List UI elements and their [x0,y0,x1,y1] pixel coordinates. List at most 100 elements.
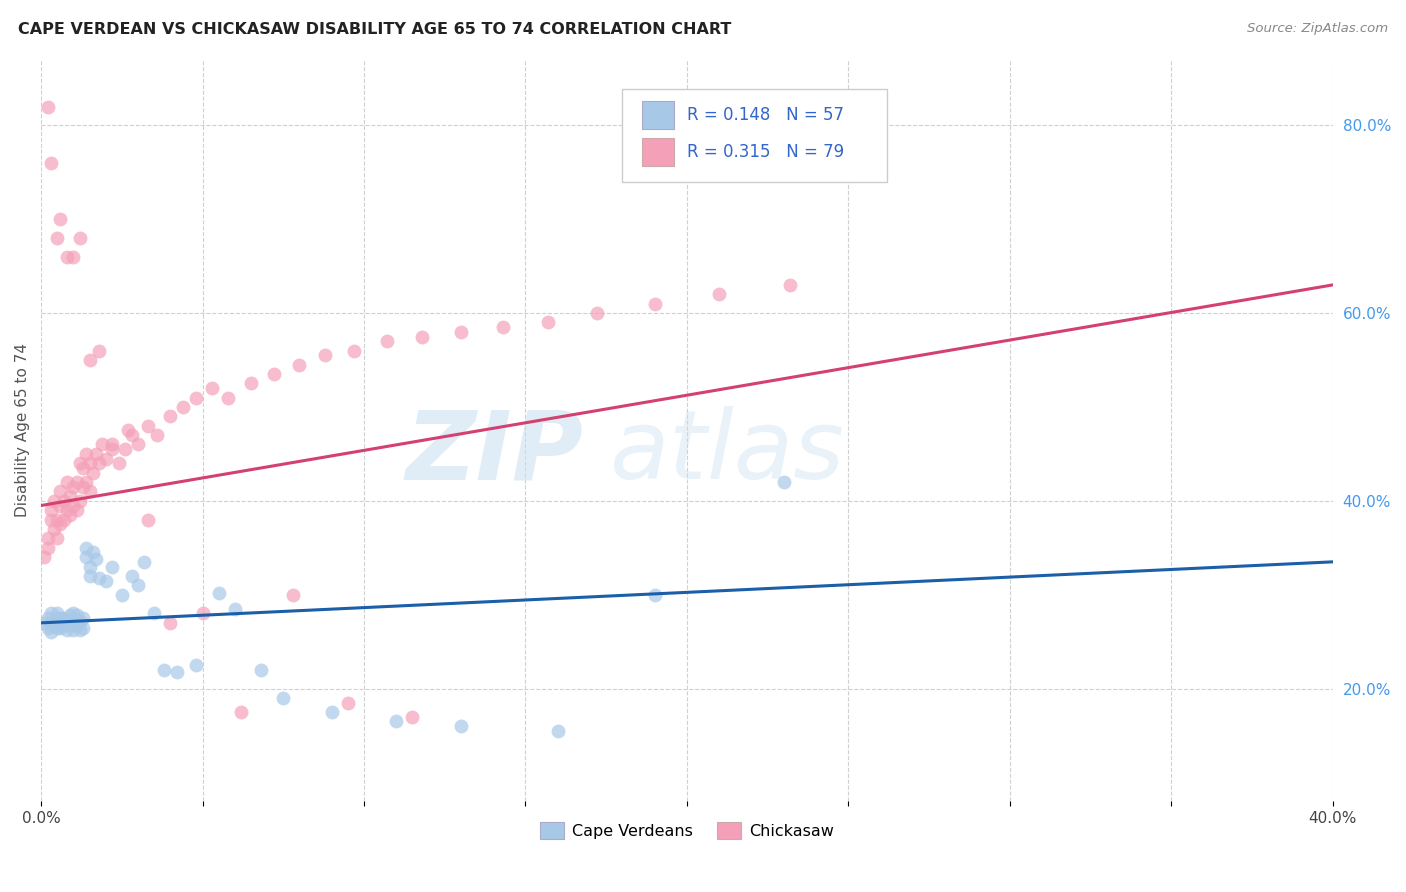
Point [82,466,104,480]
Point [94,451,117,466]
Point [89,571,111,585]
Point [59,617,82,632]
Point [37,541,59,555]
Text: atlas: atlas [609,406,845,500]
Text: R = 0.315   N = 79: R = 0.315 N = 79 [688,144,844,161]
Point [779,277,801,292]
Point [79,353,101,368]
Point [492,320,515,334]
Point [117,424,139,438]
Point [46,513,69,527]
Point [49,611,72,625]
Point [49,499,72,513]
Point [46,231,69,245]
Point [271,690,294,705]
Point [39,503,62,517]
Point [217,391,239,405]
Point [42,522,65,536]
Point [69,493,91,508]
Point [75,447,97,461]
Point [231,705,253,719]
Point [121,428,143,442]
Point [321,705,343,719]
Point [37,99,59,113]
Point [62,615,84,630]
Point [62,624,84,638]
Point [101,437,124,451]
Point [208,586,231,600]
Point [401,710,423,724]
Point [69,614,91,628]
Point [72,621,94,635]
Point [75,541,97,555]
Point [52,611,75,625]
Point [46,611,69,625]
Point [153,663,176,677]
Point [450,325,472,339]
Point [79,484,101,499]
Text: CAPE VERDEAN VS CHICKASAW DISABILITY AGE 65 TO 74 CORRELATION CHART: CAPE VERDEAN VS CHICKASAW DISABILITY AGE… [18,22,731,37]
Point [84,447,107,461]
Point [49,212,72,227]
Point [127,437,149,451]
Point [537,315,560,329]
Point [56,475,79,489]
Point [69,456,91,470]
Point [66,503,89,517]
Point [42,614,65,628]
Point [62,480,84,494]
Point [79,456,101,470]
Point [37,611,59,625]
Point [94,574,117,588]
Point [159,615,181,630]
Point [644,588,666,602]
Point [127,578,149,592]
Text: R = 0.148   N = 57: R = 0.148 N = 57 [688,106,844,124]
Point [709,287,731,301]
FancyBboxPatch shape [641,138,673,167]
Point [263,367,285,381]
Point [101,559,124,574]
Point [52,617,75,632]
Point [172,400,194,414]
Point [79,559,101,574]
Point [134,555,156,569]
Point [66,617,89,632]
Point [184,391,207,405]
Point [136,513,159,527]
Point [52,493,75,508]
Point [166,665,188,679]
FancyBboxPatch shape [641,101,673,129]
Point [34,615,56,630]
Point [288,358,311,372]
Point [644,296,666,310]
Point [66,608,89,623]
Point [201,381,224,395]
Point [56,250,79,264]
Point [547,723,569,738]
Point [39,156,62,170]
Point [46,532,69,546]
Point [143,607,166,621]
Point [34,550,56,565]
Point [59,608,82,623]
Point [585,306,607,320]
Point [343,343,366,358]
Point [72,461,94,475]
Point [249,663,271,677]
Point [56,614,79,628]
Point [107,456,129,470]
Point [66,475,89,489]
Point [49,484,72,499]
Point [136,418,159,433]
Legend: Cape Verdeans, Chickasaw: Cape Verdeans, Chickasaw [534,816,841,845]
Point [121,569,143,583]
Point [72,480,94,494]
Point [37,532,59,546]
Point [69,624,91,638]
Point [89,343,111,358]
Point [42,493,65,508]
Point [39,615,62,630]
Point [450,719,472,733]
Text: ZIP: ZIP [406,406,583,500]
